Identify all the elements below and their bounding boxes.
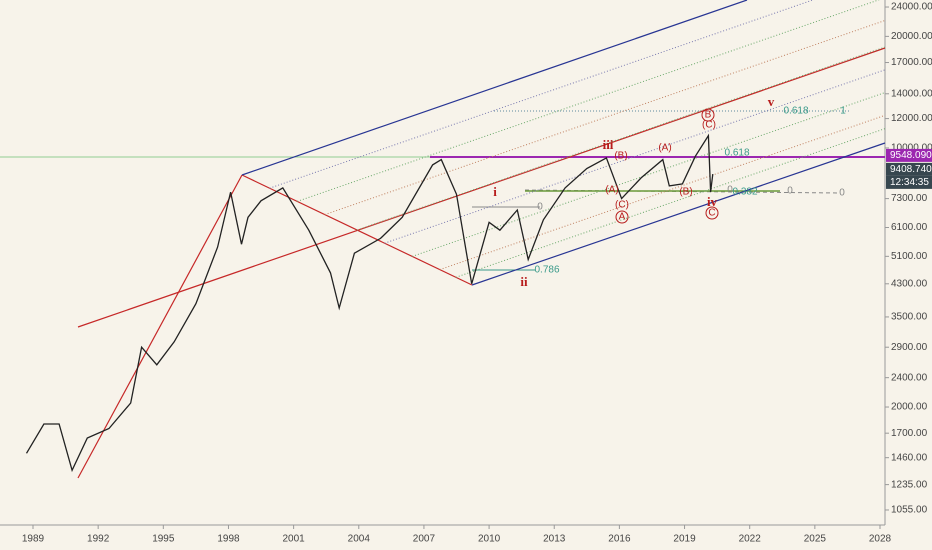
annotation: v bbox=[768, 94, 775, 109]
annotation: ii bbox=[520, 274, 528, 289]
price-line bbox=[25, 133, 714, 473]
y-tick-label: 6100.00 bbox=[891, 222, 928, 233]
annotation: (B) bbox=[614, 151, 627, 162]
channel-lower bbox=[471, 142, 886, 286]
price-label: 9548.090 bbox=[890, 150, 932, 161]
y-tick-label: 12000.00 bbox=[891, 113, 932, 124]
x-tick-label: 2013 bbox=[543, 534, 566, 545]
x-tick-label: 2025 bbox=[804, 534, 827, 545]
x-tick-label: 1998 bbox=[217, 534, 240, 545]
y-tick-label: 7300.00 bbox=[891, 193, 928, 204]
y-tick-label: 1460.00 bbox=[891, 452, 928, 463]
annotation: i bbox=[493, 184, 497, 199]
annotation: (A) bbox=[605, 185, 618, 196]
annotation: (C) bbox=[615, 200, 629, 211]
pitchfork-median bbox=[77, 47, 886, 328]
price-label: 12:34:35 bbox=[890, 177, 929, 188]
annotation: 0.618 bbox=[783, 106, 808, 117]
fib-fan-line bbox=[439, 114, 886, 271]
x-tick-label: 2019 bbox=[673, 534, 696, 545]
y-tick-label: 17000.00 bbox=[891, 57, 932, 68]
annotation: iii bbox=[603, 137, 614, 152]
y-tick-label: 5100.00 bbox=[891, 251, 928, 262]
y-tick-label: 1235.00 bbox=[891, 479, 928, 490]
y-tick-label: 3500.00 bbox=[891, 312, 928, 323]
fib-fan-line bbox=[455, 128, 886, 278]
y-tick-label: 2900.00 bbox=[891, 342, 928, 353]
y-tick-label: 2000.00 bbox=[891, 402, 928, 413]
y-tick-label: 1700.00 bbox=[891, 428, 928, 439]
annotation: B bbox=[705, 110, 712, 121]
annotation: 0.786 bbox=[534, 265, 559, 276]
y-tick-label: 24000.00 bbox=[891, 2, 932, 13]
fib-fan-line bbox=[356, 46, 886, 231]
price-label: 9408.740 bbox=[890, 164, 932, 175]
x-tick-label: 2007 bbox=[413, 534, 436, 545]
wave-circle bbox=[701, 108, 715, 122]
y-tick-label: 14000.00 bbox=[891, 88, 932, 99]
fib-fan-line bbox=[269, 0, 815, 189]
x-tick-label: 2028 bbox=[869, 534, 892, 545]
annotation: 0 bbox=[537, 202, 543, 213]
x-tick-label: 1995 bbox=[152, 534, 175, 545]
wave-circle bbox=[705, 206, 719, 220]
x-tick-label: 2022 bbox=[739, 534, 762, 545]
y-tick-label: 20000.00 bbox=[891, 31, 932, 42]
annotation: A bbox=[619, 212, 626, 223]
annotation: 0.382 bbox=[732, 187, 757, 198]
annotation: (C) bbox=[702, 120, 716, 131]
annotation: 1 bbox=[840, 106, 846, 117]
price-label-box bbox=[886, 162, 932, 176]
y-tick-label: 10000.00 bbox=[891, 143, 932, 154]
pitchfork-handle bbox=[77, 174, 243, 479]
y-tick-label: 1055.00 bbox=[891, 505, 928, 516]
annotation: C bbox=[708, 208, 715, 219]
price-label-box bbox=[886, 148, 932, 162]
y-tick-label: 4300.00 bbox=[891, 278, 928, 289]
x-tick-label: 1989 bbox=[22, 534, 45, 545]
channel-upper bbox=[241, 0, 748, 176]
annotation: (A) bbox=[658, 143, 671, 154]
annotation: 0 bbox=[727, 185, 733, 196]
x-tick-label: 2010 bbox=[478, 534, 501, 545]
price-label-box bbox=[886, 175, 932, 189]
x-tick-label: 2004 bbox=[348, 534, 371, 545]
x-tick-label: 2001 bbox=[282, 534, 305, 545]
x-tick-label: 1992 bbox=[87, 534, 110, 545]
wave-circle bbox=[615, 210, 629, 224]
annotation: 0 bbox=[839, 188, 845, 199]
fib-fan-line bbox=[384, 69, 886, 244]
annotation: 0.618 bbox=[724, 148, 749, 159]
annotation: iv bbox=[707, 194, 718, 209]
drawings bbox=[0, 0, 886, 479]
annotation: 0 bbox=[787, 186, 793, 197]
y-tick-label: 2400.00 bbox=[891, 372, 928, 383]
x-tick-label: 2016 bbox=[608, 534, 631, 545]
annotation: (B) bbox=[679, 187, 692, 198]
